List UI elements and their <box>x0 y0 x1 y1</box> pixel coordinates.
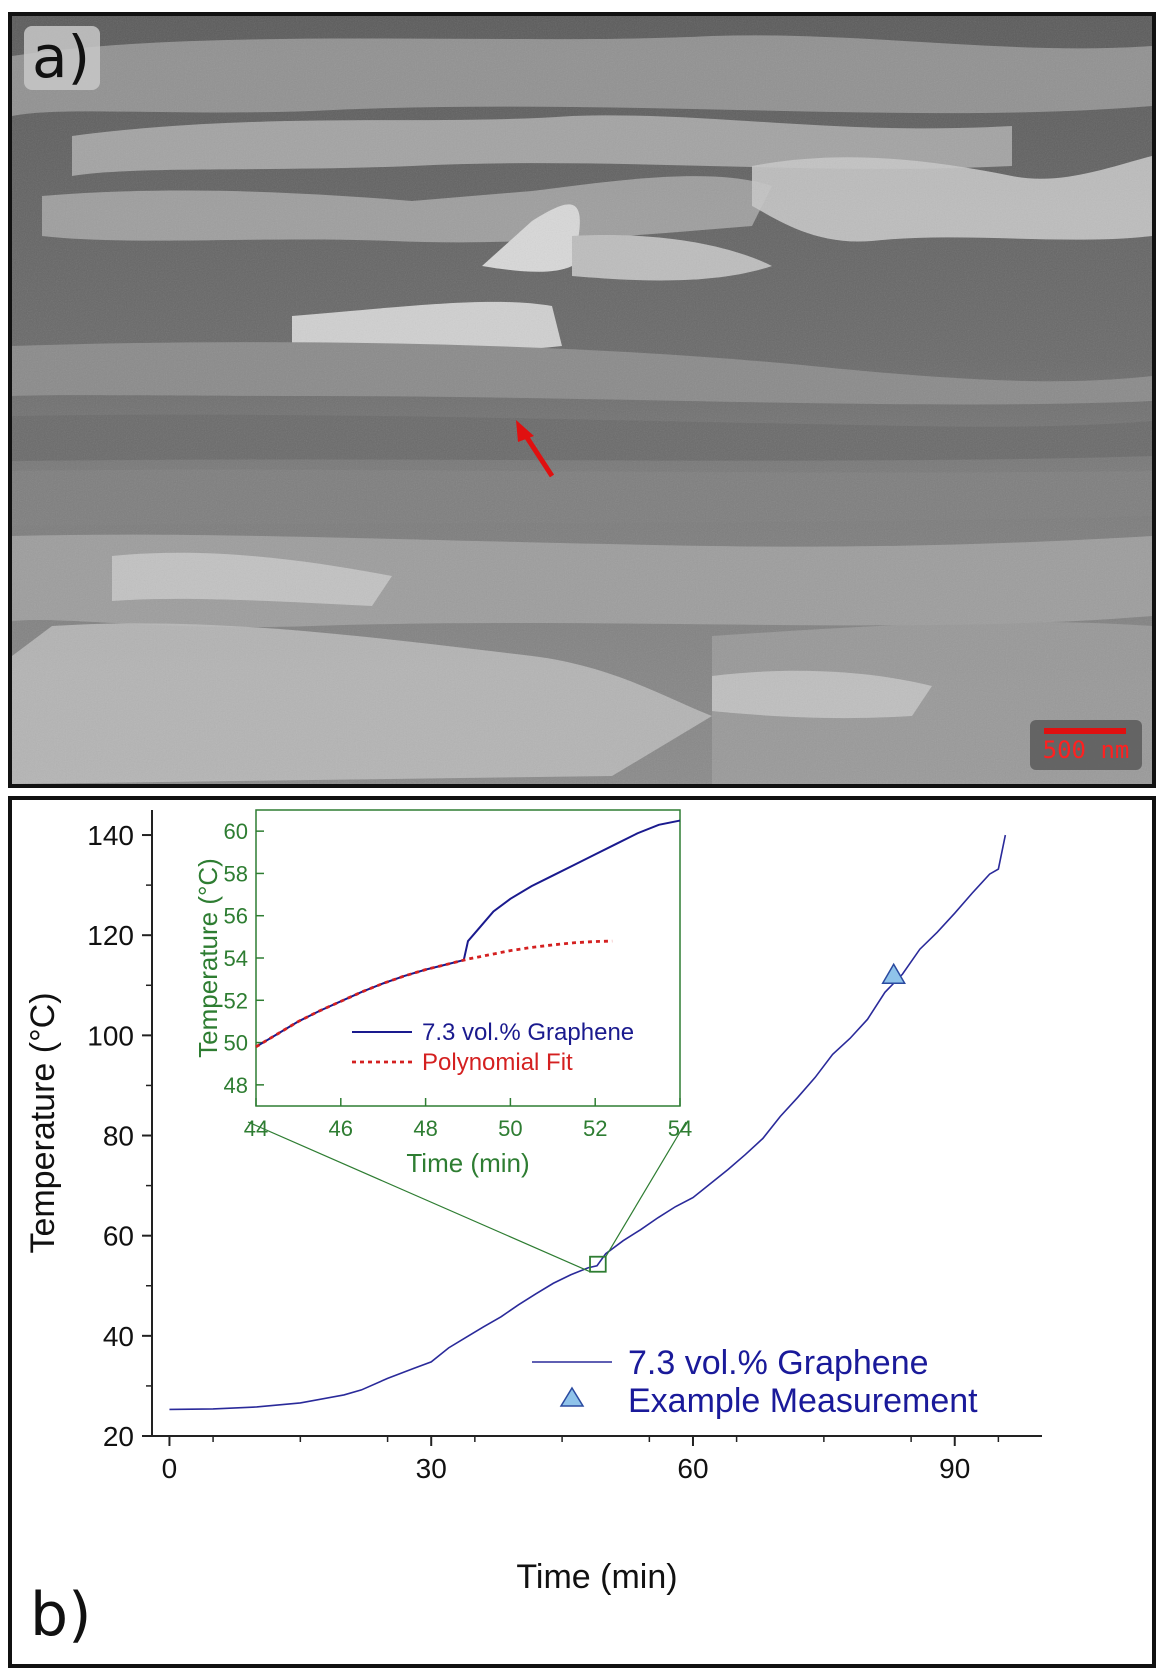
inset-chart: 44 46 48 50 52 54 48 50 52 54 56 58 60 Time (min) Temp… <box>193 809 692 1273</box>
inset-y-tick-label: 48 <box>224 1073 248 1098</box>
y-tick-label: 140 <box>87 820 134 851</box>
inset-y-tick-label: 58 <box>224 861 248 886</box>
inset-y-tick-label: 60 <box>224 819 248 844</box>
temperature-chart: 0 30 60 90 20 40 60 80 100 120 140 Time (min) Temper… <box>24 809 1042 1596</box>
zoom-connector-left <box>247 1121 591 1273</box>
y-tick-label: 20 <box>103 1421 134 1452</box>
inset-y-tick-label: 54 <box>224 946 248 971</box>
inset-legend-label-fit: Polynomial Fit <box>422 1049 573 1076</box>
y-tick-label: 80 <box>103 1121 134 1152</box>
panel-b-label: b) <box>30 1580 92 1650</box>
y-axis-title: Temperature (°C) <box>24 992 62 1253</box>
scale-bar: 500 nm <box>1030 720 1142 770</box>
legend-label-graphene: 7.3 vol.% Graphene <box>628 1344 929 1382</box>
sem-micrograph <box>12 16 1152 784</box>
inset-x-tick-label: 52 <box>583 1116 607 1141</box>
main-chart-axes: 0 30 60 90 20 40 60 80 100 120 140 Time (min) Temper… <box>24 810 1042 1596</box>
x-axis-title: Time (min) <box>516 1558 677 1596</box>
inset-x-tick-label: 44 <box>244 1116 268 1141</box>
scale-bar-line <box>1044 728 1126 734</box>
zoom-connector-right <box>605 1121 687 1258</box>
inset-y-tick-label: 50 <box>224 1031 248 1056</box>
scale-bar-label: 500 nm <box>1042 736 1130 764</box>
inset-x-tick-label: 54 <box>668 1116 692 1141</box>
sem-micrograph-panel: a) 500 nm <box>8 12 1156 788</box>
inset-frame <box>255 809 681 1107</box>
x-tick-label: 30 <box>416 1453 447 1484</box>
y-tick-label: 100 <box>87 1020 134 1051</box>
legend-swatch-example <box>559 1386 585 1407</box>
inset-x-tick-label: 46 <box>329 1116 353 1141</box>
y-tick-label: 60 <box>103 1221 134 1252</box>
inset-x-tick-label: 48 <box>413 1116 437 1141</box>
example-measurement-marker <box>881 962 906 985</box>
inset-x-axis-title: Time (min) <box>406 1148 529 1178</box>
temperature-chart-panel: 0 30 60 90 20 40 60 80 100 120 140 Time (min) Temper… <box>8 796 1156 1668</box>
inset-y-axis-title: Temperature (°C) <box>193 858 223 1058</box>
legend-label-example: Example Measurement <box>628 1382 978 1420</box>
y-tick-label: 40 <box>103 1321 134 1352</box>
y-tick-label: 120 <box>87 920 134 951</box>
panel-a-label: a) <box>24 26 101 90</box>
main-chart-plot <box>169 834 1007 1411</box>
inset-series-line-fit <box>255 939 613 1049</box>
inset-x-tick-label: 50 <box>498 1116 522 1141</box>
red-arrow-shaft <box>521 431 555 478</box>
red-arrow-head-icon <box>516 420 534 442</box>
x-tick-label: 90 <box>939 1453 970 1484</box>
inset-legend-label-graphene: 7.3 vol.% Graphene <box>422 1019 634 1046</box>
zoom-box <box>589 1255 607 1273</box>
x-tick-label: 60 <box>677 1453 708 1484</box>
inset-y-tick-label: 56 <box>224 904 248 929</box>
inset-y-tick-label: 52 <box>224 988 248 1013</box>
x-tick-label: 0 <box>162 1453 178 1484</box>
